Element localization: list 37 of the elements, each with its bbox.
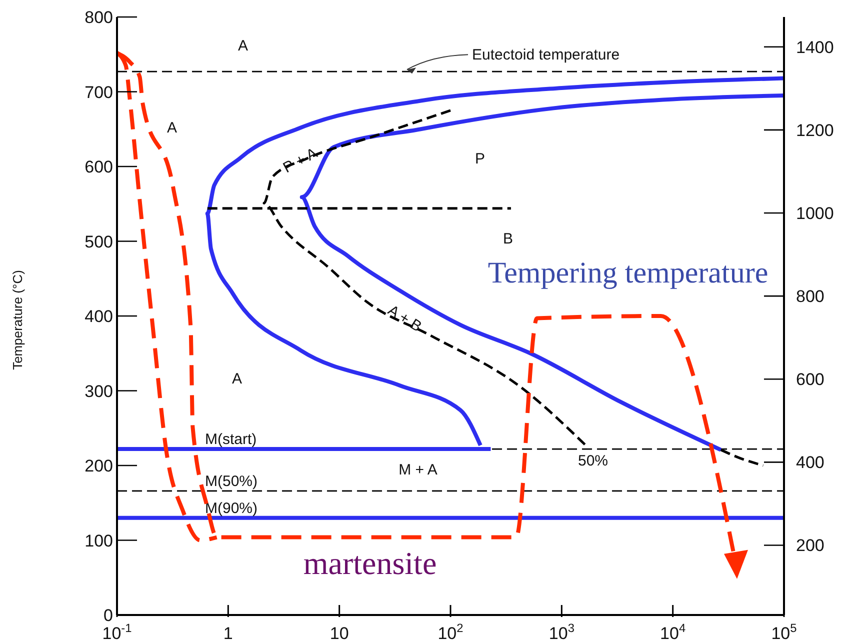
ref-line-label: Eutectoid temperature: [472, 46, 620, 64]
annotation: P + A: [280, 144, 320, 177]
y2-tick-label: 200: [796, 536, 824, 556]
x-tick-label: 10$^{2}$: [438, 621, 464, 643]
annotation: P: [474, 150, 486, 168]
annotation: 50%: [578, 452, 608, 470]
annotation: A: [232, 370, 242, 388]
annotation: A: [238, 37, 248, 54]
y2-tick-label: 1400: [796, 38, 834, 57]
annotation: B: [502, 230, 514, 248]
y2-tick-label: 1200: [796, 120, 834, 140]
annotation: A + B: [384, 302, 424, 336]
x-tick-label: 10$^{3}$: [548, 621, 575, 643]
annotation: Tempering temperature: [488, 256, 768, 290]
x-tick-label: 10: [330, 624, 349, 643]
ref-line-label: M(50%): [205, 472, 258, 490]
y-tick-label: 100: [84, 531, 113, 550]
y-tick-label: 700: [84, 82, 113, 102]
y-tick-label: 800: [84, 8, 113, 27]
y-tick-label: 600: [84, 158, 113, 176]
y-tick-label: 500: [84, 232, 113, 252]
y2-tick-label: 600: [796, 370, 824, 390]
y-tick-label: 400: [84, 307, 113, 326]
annotation: A: [166, 119, 178, 136]
y-tick-label: 300: [84, 382, 113, 401]
y-tick-label: 200: [84, 456, 113, 476]
y2-tick-label: 1000: [796, 204, 834, 224]
annotation: M + A: [398, 461, 438, 478]
ref-line-label: M(90%): [205, 500, 258, 517]
annotation: martensite: [303, 545, 437, 582]
y-axis-title: Temperature (°C): [10, 270, 25, 370]
y2-tick-label: 400: [796, 453, 824, 472]
x-tick-label: 10$^{5}$: [771, 621, 798, 643]
x-tick-label: 1: [223, 624, 233, 643]
y2-tick-label: 800: [796, 287, 824, 306]
ref-line-label: M(start): [205, 431, 257, 448]
x-tick-label: 10$^{4}$: [660, 621, 686, 643]
